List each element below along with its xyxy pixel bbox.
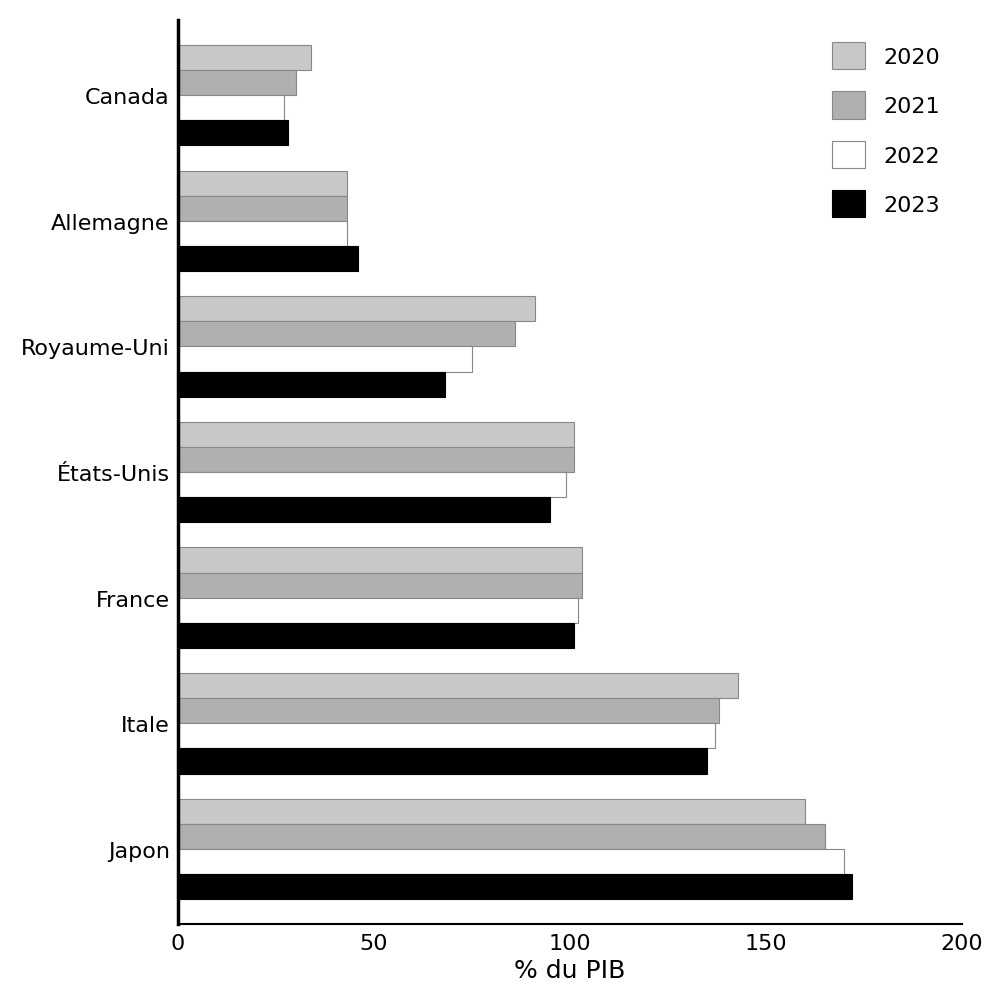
Bar — [178, 197, 346, 222]
Bar — [178, 96, 284, 121]
Legend: 2020, 2021, 2022, 2023: 2020, 2021, 2022, 2023 — [819, 32, 950, 229]
Bar — [178, 497, 550, 523]
Bar — [178, 247, 358, 272]
Bar — [178, 623, 574, 648]
Bar — [178, 121, 288, 146]
Bar — [178, 322, 515, 347]
Bar — [178, 598, 577, 623]
Bar — [178, 823, 823, 850]
Bar — [178, 850, 844, 875]
Bar — [178, 372, 444, 397]
Bar — [178, 46, 311, 71]
Bar — [178, 172, 346, 197]
Bar — [178, 71, 295, 96]
Bar — [178, 723, 714, 748]
Bar — [178, 447, 574, 472]
Bar — [178, 673, 738, 698]
Bar — [178, 347, 471, 372]
Bar — [178, 297, 535, 322]
Bar — [178, 875, 852, 900]
Bar — [178, 698, 718, 723]
Bar — [178, 573, 581, 598]
X-axis label: % du PIB: % du PIB — [514, 958, 625, 982]
Bar — [178, 548, 581, 573]
Bar — [178, 222, 346, 247]
Bar — [178, 748, 706, 773]
Bar — [178, 798, 804, 823]
Bar — [178, 422, 574, 447]
Bar — [178, 472, 566, 497]
